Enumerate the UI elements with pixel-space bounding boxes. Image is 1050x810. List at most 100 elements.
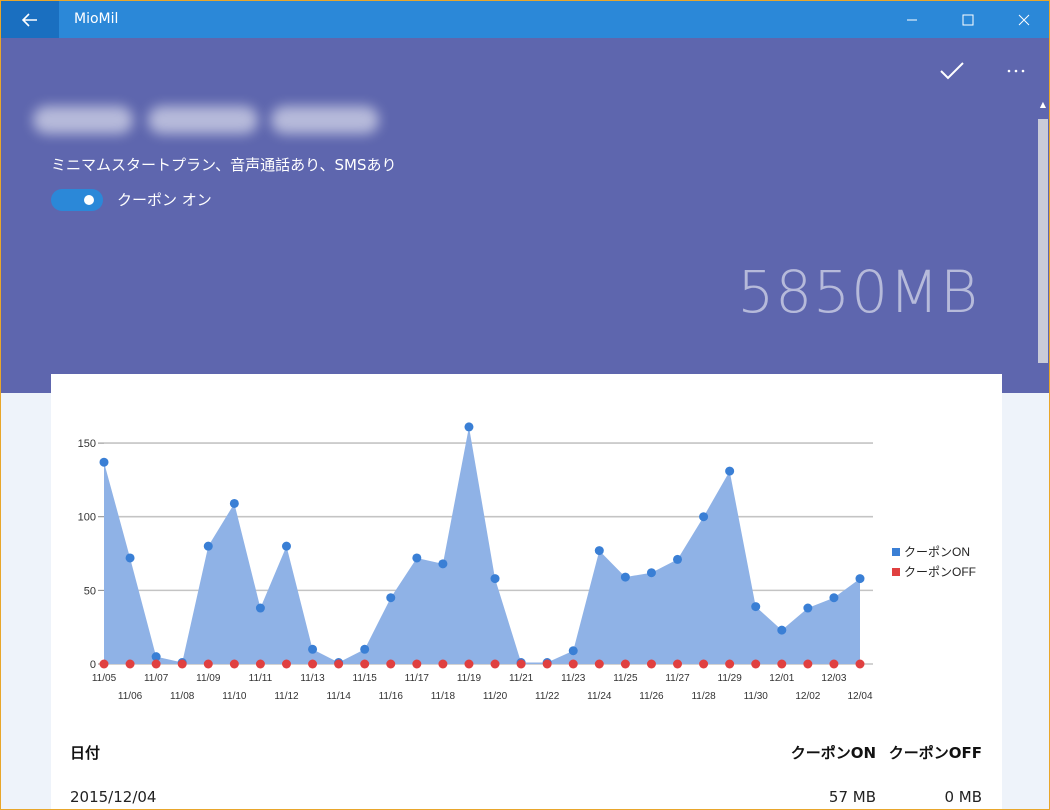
title-bar: MioMil (1, 1, 1049, 38)
point-coupon-on (438, 559, 448, 569)
point-coupon-off (255, 659, 265, 669)
coupon-toggle[interactable] (51, 189, 103, 211)
point-coupon-off (151, 659, 161, 669)
x-tick-label: 11/22 (535, 691, 560, 702)
point-coupon-on (751, 602, 761, 612)
point-coupon-on (99, 457, 109, 467)
point-coupon-on (308, 644, 318, 654)
x-tick-label: 11/11 (249, 673, 273, 684)
x-tick-label: 11/23 (561, 673, 586, 684)
point-coupon-on (386, 593, 396, 603)
point-coupon-on (125, 553, 135, 563)
plan-description: ミニマムスタートプラン、音声通話あり、SMSあり (51, 156, 397, 174)
x-tick-label: 11/21 (509, 673, 534, 684)
x-tick-label: 12/01 (769, 673, 794, 684)
point-coupon-off (751, 659, 761, 669)
point-coupon-on (568, 646, 578, 656)
scroll-thumb[interactable] (1038, 119, 1048, 363)
point-coupon-off (699, 659, 709, 669)
more-options-button[interactable] (1001, 56, 1031, 86)
point-coupon-off (464, 659, 474, 669)
point-coupon-on (646, 568, 656, 578)
x-tick-label: 11/10 (222, 691, 247, 702)
confirm-button[interactable] (937, 56, 967, 86)
x-tick-label: 11/12 (274, 691, 299, 702)
table-header-coupon-off: クーポンOFF (888, 744, 982, 762)
point-coupon-on (725, 466, 735, 476)
point-coupon-on (490, 574, 500, 584)
back-button[interactable] (1, 1, 59, 38)
point-coupon-on (464, 422, 474, 432)
point-coupon-off (594, 659, 604, 669)
point-coupon-off (281, 659, 291, 669)
x-tick-label: 11/08 (170, 691, 195, 702)
x-tick-label: 11/16 (379, 691, 404, 702)
close-button[interactable] (999, 1, 1049, 38)
x-tick-label: 11/26 (639, 691, 664, 702)
point-coupon-off (177, 659, 187, 669)
table-cell-coupon-on: 57 MB (828, 788, 876, 806)
point-coupon-off (125, 659, 135, 669)
more-icon (1007, 69, 1025, 73)
point-coupon-off (386, 659, 396, 669)
point-coupon-off (308, 659, 318, 669)
point-coupon-off (568, 659, 578, 669)
x-tick-label: 11/09 (196, 673, 221, 684)
point-coupon-on (360, 644, 370, 654)
x-tick-label: 12/02 (795, 691, 820, 702)
y-tick-label: 50 (84, 585, 96, 597)
x-tick-label: 11/25 (613, 673, 638, 684)
usage-chart: 05010015011/0511/0611/0711/0811/0911/101… (78, 422, 976, 702)
point-coupon-on (255, 603, 265, 613)
point-coupon-off (516, 659, 526, 669)
y-tick-label: 100 (78, 512, 96, 524)
x-tick-label: 11/17 (405, 673, 430, 684)
redacted-account-name (33, 98, 383, 142)
point-coupon-off (99, 659, 109, 669)
checkmark-icon (940, 62, 964, 80)
point-coupon-off (360, 659, 370, 669)
scrollbar[interactable]: ▲ (1037, 93, 1049, 809)
legend-swatch (892, 548, 900, 556)
point-coupon-on (673, 554, 683, 564)
point-coupon-off (490, 659, 500, 669)
minimize-button[interactable] (887, 1, 937, 38)
point-coupon-off (203, 659, 213, 669)
y-tick-label: 0 (90, 659, 96, 671)
close-icon (1018, 14, 1030, 25)
point-coupon-off (646, 659, 656, 669)
point-coupon-on (229, 498, 239, 508)
y-tick-label: 150 (78, 438, 96, 450)
table-header-coupon-on: クーポンON (790, 744, 876, 762)
x-tick-label: 11/27 (665, 673, 690, 684)
point-coupon-on (855, 574, 865, 584)
point-coupon-off (620, 659, 630, 669)
series-area-coupon-on (104, 426, 860, 664)
x-tick-label: 11/20 (483, 691, 508, 702)
point-coupon-on (412, 553, 422, 563)
total-usage: 5850MB (737, 258, 979, 326)
point-coupon-off (438, 659, 448, 669)
point-coupon-on (699, 512, 709, 522)
table-cell-coupon-off: 0 MB (944, 788, 982, 806)
x-tick-label: 11/14 (326, 691, 351, 702)
point-coupon-off (229, 659, 239, 669)
x-tick-label: 11/07 (144, 673, 169, 684)
point-coupon-on (151, 652, 161, 662)
maximize-button[interactable] (943, 1, 993, 38)
usage-card: 0 50 100 150 11/05 11/06 11/07 11/08 11/09 11/10 1… (51, 374, 1002, 809)
app-title: MioMil (74, 11, 119, 27)
x-tick-label: 12/03 (821, 673, 846, 684)
x-tick-label: 11/06 (118, 691, 143, 702)
point-coupon-off (777, 659, 787, 669)
summary-header: ミニマムスタートプラン、音声通話あり、SMSあり クーポン オン 5850MB (1, 38, 1049, 393)
x-tick-label: 11/19 (457, 673, 482, 684)
scroll-up-icon[interactable]: ▲ (1039, 99, 1047, 109)
table-header-date: 日付 (70, 744, 101, 762)
point-coupon-off (673, 659, 683, 669)
maximize-icon (962, 14, 974, 25)
back-arrow-icon (22, 12, 37, 27)
point-coupon-on (803, 603, 813, 613)
x-tick-label: 11/18 (431, 691, 456, 702)
